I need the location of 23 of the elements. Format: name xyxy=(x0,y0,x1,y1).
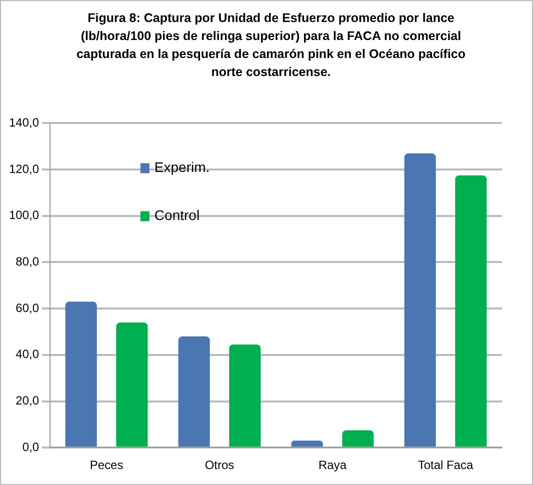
x-tick-label: Raya xyxy=(318,458,347,472)
y-tick-label: 20,0 xyxy=(16,394,40,408)
y-tick-label: 120,0 xyxy=(9,162,40,176)
y-tick-label: 0,0 xyxy=(22,440,40,454)
legend-label: Control xyxy=(154,207,200,224)
bar xyxy=(404,153,436,447)
y-tick-label: 60,0 xyxy=(16,300,40,315)
legend-label: Experim. xyxy=(154,159,210,176)
bar xyxy=(455,175,487,447)
bar xyxy=(291,440,323,447)
x-tick-label: Peces xyxy=(90,458,124,472)
x-tick-label: Otros xyxy=(204,458,234,472)
x-tick-label: Total Faca xyxy=(418,458,474,472)
bar xyxy=(229,344,261,447)
bar xyxy=(342,430,374,447)
bar xyxy=(65,302,97,447)
y-tick-label: 100,0 xyxy=(9,208,40,222)
y-tick-label: 140,0 xyxy=(9,116,40,130)
bar xyxy=(116,322,148,447)
y-tick-label: 80,0 xyxy=(16,254,40,269)
chart-title: Figura 8: Captura por Unidad de Esfuerzo promedio por lance (lb/hora/100 pies de relinga superior) para la FACA no comercial capturada en la pesquería de camarón pink en el Océano pacífico norte costarricense. xyxy=(75,10,467,81)
bar xyxy=(178,336,210,447)
y-tick-label: 40,0 xyxy=(16,347,40,362)
